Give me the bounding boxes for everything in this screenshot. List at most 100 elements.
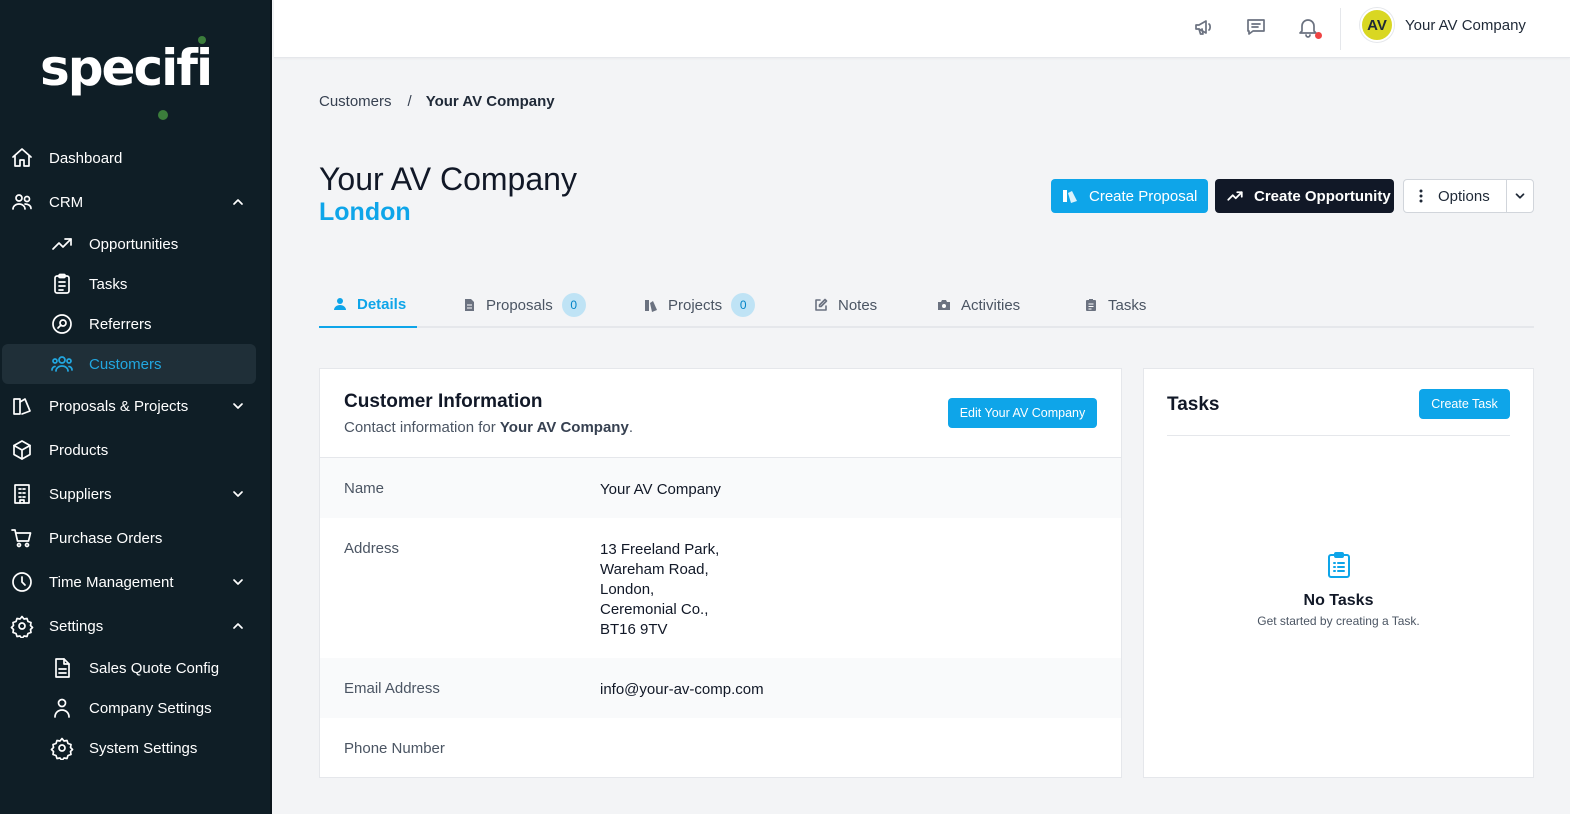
sidebar-item-settings[interactable]: Settings: [0, 604, 272, 648]
count-badge: 0: [561, 293, 586, 317]
sidebar-item-system-settings[interactable]: System Settings: [0, 728, 272, 768]
tab-tasks[interactable]: Tasks: [1084, 282, 1146, 328]
row-label: Name: [344, 480, 385, 497]
tab-notes[interactable]: Notes: [814, 282, 877, 328]
logo-accent-dot: [158, 110, 168, 120]
sidebar-item-label: Company Settings: [89, 699, 212, 717]
create-proposal-button[interactable]: Create Proposal: [1051, 179, 1208, 213]
tab-label: Notes: [838, 296, 878, 314]
sidebar-item-crm[interactable]: CRM: [0, 180, 272, 224]
sidebar-item-dashboard[interactable]: Dashboard: [0, 136, 272, 180]
page-title: Your AV Company: [319, 161, 577, 197]
breadcrumb-separator: /: [407, 93, 412, 110]
sidebar-item-products[interactable]: Products: [0, 428, 272, 472]
breadcrumb-current: Your AV Company: [425, 93, 555, 110]
sidebar-item-label: CRM: [49, 193, 84, 211]
chevron-up-icon[interactable]: [230, 618, 246, 634]
sidebar-item-label: Purchase Orders: [49, 529, 163, 547]
page-subtitle: London: [319, 198, 411, 226]
sidebar-item-label: Referrers: [89, 315, 152, 333]
options-label: Options: [1438, 187, 1490, 205]
document-icon: [465, 299, 474, 311]
card-title: Tasks: [1167, 394, 1220, 415]
info-row-address: Address 13 Freeland Park, Wareham Road, …: [320, 518, 1121, 658]
address-line: 13 Freeland Park,: [600, 541, 720, 558]
sidebar-item-purchase-orders[interactable]: Purchase Orders: [0, 516, 272, 560]
clipboard-list-icon: [54, 273, 70, 294]
tab-proposals[interactable]: Proposals 0: [462, 282, 586, 328]
specifi-logo[interactable]: specifi: [40, 32, 213, 120]
user-menu-name[interactable]: Your AV Company: [1405, 17, 1526, 34]
trending-up-icon: [52, 238, 72, 250]
projects-icon: [645, 300, 657, 312]
sidebar-item-proposals-projects[interactable]: Proposals & Projects: [0, 384, 272, 428]
breadcrumb-customers-link[interactable]: Customers: [319, 93, 392, 110]
info-row-phone: Phone Number: [320, 718, 1121, 777]
sidebar-nav: Dashboard CRM Opportunities Tasks Referr…: [0, 136, 272, 768]
tab-label: Proposals: [486, 296, 553, 314]
tab-projects[interactable]: Projects 0: [644, 282, 756, 328]
edit-customer-button[interactable]: Edit Your AV Company: [948, 398, 1097, 428]
sidebar: specifi Dashboard CRM Opportunities Task…: [0, 0, 272, 814]
user-group-icon: [51, 356, 73, 372]
sidebar-item-tasks[interactable]: Tasks: [0, 264, 272, 304]
more-vertical-icon: [1419, 189, 1423, 203]
options-button[interactable]: Options: [1403, 179, 1507, 213]
sidebar-item-time-management[interactable]: Time Management: [0, 560, 272, 604]
create-opportunity-label: Create Opportunity: [1254, 187, 1391, 205]
chat-icon[interactable]: [1244, 15, 1268, 39]
tab-bar: Details Proposals 0 Projects 0 Notes Act…: [319, 282, 1534, 328]
bell-icon[interactable]: [1296, 15, 1320, 39]
logo-text: specifi: [40, 39, 213, 97]
row-label: Address: [344, 540, 400, 557]
create-opportunity-button[interactable]: Create Opportunity: [1215, 179, 1394, 213]
breadcrumb: Customers / Your AV Company: [319, 93, 555, 110]
sidebar-item-label: Tasks: [89, 275, 128, 293]
options-dropdown-button[interactable]: [1506, 179, 1534, 213]
avatar[interactable]: AV: [1360, 8, 1394, 42]
address-line: Wareham Road,: [600, 561, 709, 578]
clipboard-icon: [1086, 299, 1096, 311]
sidebar-item-label: Opportunities: [89, 235, 179, 253]
users-icon: [12, 194, 32, 210]
sidebar-item-sales-quote-config[interactable]: Sales Quote Config: [0, 648, 272, 688]
card-description-company: Your AV Company: [499, 419, 629, 436]
sidebar-item-suppliers[interactable]: Suppliers: [0, 472, 272, 516]
sidebar-item-company-settings[interactable]: Company Settings: [0, 688, 272, 728]
sidebar-item-referrers[interactable]: Referrers: [0, 304, 272, 344]
sidebar-item-label: Dashboard: [49, 149, 123, 167]
sidebar-item-opportunities[interactable]: Opportunities: [0, 224, 272, 264]
gear-icon: [10, 615, 34, 638]
address-line: London,: [600, 581, 655, 598]
create-task-button[interactable]: Create Task: [1419, 389, 1510, 419]
tab-label: Tasks: [1108, 296, 1147, 314]
chevron-down-icon[interactable]: [230, 486, 246, 502]
megaphone-icon[interactable]: [1192, 15, 1216, 39]
address-line: Ceremonial Co.,: [600, 601, 709, 618]
create-proposal-label: Create Proposal: [1089, 187, 1198, 205]
search-circle-icon: [52, 314, 72, 334]
gear-icon: [50, 737, 74, 760]
count-badge: 0: [731, 293, 756, 317]
chevron-up-icon[interactable]: [230, 194, 246, 210]
tasks-card: Tasks Create Task No Tasks Get started b…: [1143, 368, 1534, 778]
divider: [1167, 435, 1510, 436]
sidebar-item-customers[interactable]: Customers: [2, 344, 256, 384]
chevron-down-icon[interactable]: [230, 398, 246, 414]
row-label: Phone Number: [344, 740, 445, 757]
cube-icon: [13, 440, 31, 460]
clock-icon: [12, 572, 32, 592]
users-icon: [54, 698, 70, 718]
chevron-down-icon[interactable]: [230, 574, 246, 590]
edit-customer-label: Edit Your AV Company: [959, 406, 1086, 420]
topbar-divider: [1340, 8, 1341, 50]
card-description-prefix: Contact information for: [344, 419, 500, 436]
tab-activities[interactable]: Activities: [937, 282, 1020, 328]
tab-details[interactable]: Details: [319, 282, 417, 328]
top-bar: AV Your AV Company: [274, 0, 1570, 58]
empty-state-description: Get started by creating a Task.: [1257, 614, 1420, 628]
pencil-square-icon: [815, 298, 828, 311]
card-header: Customer Information Contact information…: [320, 369, 1121, 458]
logo-accent-dot: [198, 36, 206, 44]
shopping-cart-icon: [11, 529, 32, 548]
